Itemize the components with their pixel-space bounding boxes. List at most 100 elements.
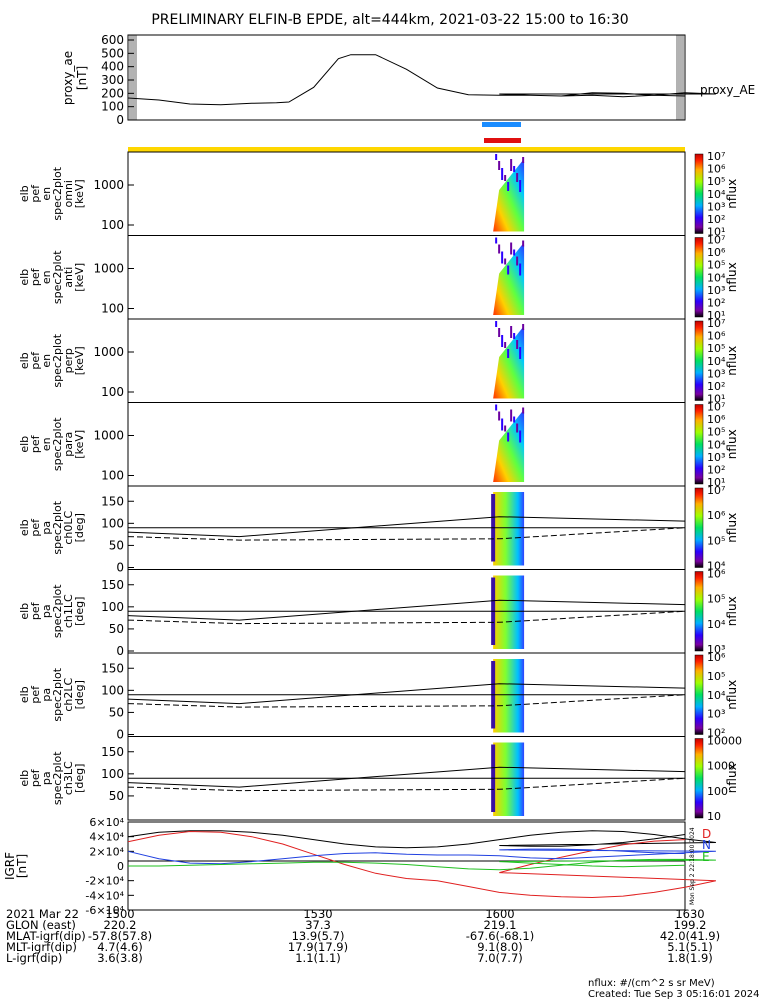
pitch-angle-flux <box>493 742 525 816</box>
flux-speck <box>519 180 522 192</box>
orbit-row-value: 13.9(5.7) <box>292 929 345 943</box>
spectrogram-flux <box>493 243 525 315</box>
colorbar-tick-label: 10⁵ <box>707 534 725 547</box>
panel-ylabel: spec2plot <box>51 500 64 554</box>
loss-cone-line <box>127 516 686 538</box>
orbit-row-value: 7.0(7.7) <box>477 951 523 965</box>
flux-speck <box>513 416 516 423</box>
panel-ylabel: pa <box>40 771 53 785</box>
panel-ylabel: [deg] <box>73 680 86 709</box>
orbit-row-value: 1600 <box>485 907 514 921</box>
flux-speck <box>498 161 501 170</box>
pitch-angle-flux <box>493 659 525 733</box>
spectrogram-panel-3: 1001000elbpefenspec2plotperp[keV]10¹10²1… <box>18 317 739 406</box>
panel-ytick-label: 50 <box>109 622 124 636</box>
colorbar-label: nflux <box>725 429 739 459</box>
flux-speck <box>507 349 510 358</box>
colorbar-tick-label: 10⁵ <box>707 426 725 439</box>
panel-ylabel: pa <box>40 604 53 618</box>
orbit-row-value: 5.1(5.1) <box>667 940 713 954</box>
igrf-e-line <box>128 858 716 871</box>
anti-loss-cone-line <box>127 777 686 792</box>
ae-ylabel-1: proxy_ae <box>61 51 75 105</box>
panel-ylabel: [deg] <box>73 513 86 542</box>
panel-ytick-label: 0 <box>116 728 124 742</box>
flux-speck <box>501 335 504 347</box>
flux-speck <box>504 175 507 181</box>
colorbar-tick-label: 10³ <box>707 708 725 721</box>
flux-speck <box>495 321 498 327</box>
panel-ylabel: pef <box>29 518 42 537</box>
igrf-ytick-label: 6×10⁴ <box>89 816 124 829</box>
panel-ylabel: en <box>40 270 53 284</box>
panel-ylabel: ch1LC <box>62 594 75 628</box>
flux-speck <box>516 173 519 182</box>
colorbar-label: nflux <box>725 179 739 209</box>
panel-ytick-label: 100 <box>101 469 124 483</box>
panel-ylabel: spec2plot <box>51 751 64 805</box>
flux-speck <box>519 347 522 359</box>
panel-ylabel: spec2plot <box>51 417 64 471</box>
panel-ytick-label: 1000 <box>93 345 124 359</box>
orbit-row-label: MLAT-igrf(dip) <box>6 929 86 943</box>
panel-ytick-label: 100 <box>101 302 124 316</box>
flux-speck <box>516 423 519 433</box>
orbit-row-value: 9.1(8.0) <box>477 940 523 954</box>
panel-ytick-label: 1000 <box>93 178 124 192</box>
panel-ylabel: [keV] <box>73 263 86 292</box>
panel-ytick-label: 50 <box>109 705 124 719</box>
panel-ytick-label: 100 <box>101 600 124 614</box>
colorbar-tick-label: 10⁷ <box>707 484 725 497</box>
ae-ytick-label: 0 <box>116 113 124 127</box>
spectrogram-panel-4: 1001000elbpefenspec2plotpara[keV]10¹10²1… <box>18 401 739 490</box>
red-indicator-bar <box>484 138 521 143</box>
orbit-row-value: 199.2 <box>674 918 707 932</box>
colorbar-tick-label: 10³ <box>707 451 725 464</box>
panel-ylabel: en <box>40 354 53 368</box>
panel-ylabel: pa <box>40 688 53 702</box>
panel-ylabel: spec2plot <box>51 667 64 721</box>
ae-ylabel-2: [nT] <box>75 66 89 90</box>
ae-ytick-label: 500 <box>101 46 124 60</box>
colorbar-label: nflux <box>725 596 739 626</box>
panel-ylabel: elb <box>18 185 31 202</box>
colorbar-label: nflux <box>725 513 739 543</box>
colorbar-tick-label: 10⁵ <box>707 175 725 188</box>
panel-ylabel: spec2plot <box>51 166 64 220</box>
colorbar-tick-label: 10¹ <box>707 226 725 239</box>
colorbar-tick-label: 10⁷ <box>707 150 725 163</box>
orbit-row-value: 1630 <box>675 907 704 921</box>
plot-title: PRELIMINARY ELFIN-B EPDE, alt=444km, 202… <box>151 12 628 28</box>
pitch-angle-flux <box>493 575 525 649</box>
panel-ylabel: anti <box>62 267 75 288</box>
panel-ytick-label: 50 <box>109 789 124 803</box>
ae-ytick-label: 200 <box>101 86 124 100</box>
colorbar-tick-label: 10¹ <box>707 476 725 489</box>
anti-loss-cone-line <box>127 527 686 541</box>
colorbar-tick-label: 10⁶ <box>707 651 726 664</box>
panel-ytick-label: 150 <box>101 494 124 508</box>
panel-ytick-label: 100 <box>101 516 124 530</box>
orbit-row-value: 1530 <box>303 907 332 921</box>
panel-ylabel: pef <box>29 434 42 453</box>
panel-ytick-label: 100 <box>101 218 124 232</box>
orbit-row-value: 3.6(3.8) <box>97 951 143 965</box>
colorbar-tick-label: 10³ <box>707 643 725 656</box>
flux-speck <box>507 265 510 275</box>
colorbar-tick-label: 10⁵ <box>707 259 725 272</box>
colorbar-tick-label: 10⁷ <box>707 317 725 330</box>
orbit-row-value: 17.9(17.9) <box>288 940 348 954</box>
panel-ylabel: pef <box>29 351 42 370</box>
panel-ylabel: spec2plot <box>51 584 64 638</box>
panel-ylabel: para <box>62 432 75 457</box>
flux-speck <box>510 242 513 255</box>
spectrogram-flux <box>493 327 525 399</box>
colorbar-tick-label: 10³ <box>707 200 725 213</box>
colorbar <box>694 571 704 652</box>
panel-ylabel: elb <box>18 686 31 703</box>
panel-ylabel: pef <box>29 184 42 203</box>
footer-created: Created: Tue Sep 3 05:16:01 2024 <box>588 989 760 1000</box>
